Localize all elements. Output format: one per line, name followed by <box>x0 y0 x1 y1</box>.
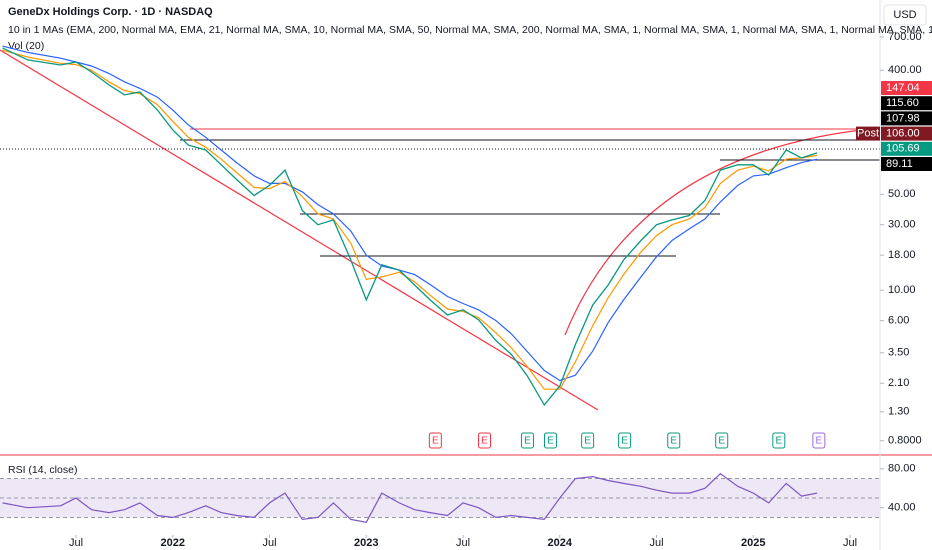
earnings-label: E <box>547 436 554 447</box>
rsi-title: RSI (14, close) <box>8 464 77 476</box>
earnings-label: E <box>432 436 439 447</box>
y-tick-label: 40.00 <box>888 502 916 514</box>
price-label-bg <box>881 157 932 171</box>
earnings-marker <box>812 432 826 449</box>
price-label-bg <box>881 141 932 156</box>
earnings-marker <box>581 432 595 449</box>
earnings-marker <box>428 432 442 449</box>
earnings-marker <box>667 432 681 449</box>
rsi-line <box>2 472 818 523</box>
price-label: 147.04 <box>886 82 920 94</box>
series-line <box>2 47 818 407</box>
earnings-marker <box>618 432 632 449</box>
y-tick-label: 80.00 <box>888 463 916 475</box>
trend-line <box>0 49 599 411</box>
series-line <box>2 45 818 382</box>
earnings-marker <box>543 432 557 449</box>
price-label: 89.11 <box>886 158 913 170</box>
x-tick-label: Jul <box>456 537 470 549</box>
earnings-label: E <box>718 436 725 447</box>
indicator-label: 10 in 1 MAs (EMA, 200, Normal MA, EMA, 2… <box>8 24 932 36</box>
y-tick-label: 2.10 <box>888 377 909 389</box>
earnings-label: E <box>584 436 591 447</box>
y-tick-label: 10.00 <box>888 284 916 296</box>
earnings-marker <box>520 432 534 449</box>
y-tick-label: 400.00 <box>888 64 922 76</box>
currency[interactable]: USD <box>893 9 916 21</box>
chart-title: GeneDx Holdings Corp. · 1D · NASDAQ <box>8 6 213 18</box>
price-label-bg <box>881 81 932 95</box>
price-label: 115.60 <box>886 97 919 109</box>
price-label-bg <box>881 111 932 126</box>
earnings-marker <box>772 432 786 449</box>
price-label: 106.00 <box>886 128 920 140</box>
earnings-label: E <box>524 436 531 447</box>
x-tick-label: Jul <box>649 537 663 549</box>
series-line <box>2 49 818 390</box>
earnings-marker <box>478 432 492 449</box>
y-tick-label: 18.00 <box>888 249 916 261</box>
y-tick-label: 1.30 <box>888 406 909 418</box>
price-label-bg <box>881 96 932 111</box>
price-tag: Post <box>857 128 879 140</box>
currency-button[interactable] <box>883 4 927 26</box>
earnings-label: E <box>816 436 823 447</box>
x-tick-label: 2025 <box>741 537 765 549</box>
volume-label: Vol (20) <box>8 40 44 52</box>
y-tick-label: 30.00 <box>888 219 916 231</box>
earnings-label: E <box>621 436 628 447</box>
y-tick-label: 50.00 <box>888 188 916 200</box>
y-tick-label: 6.00 <box>888 315 909 327</box>
price-label: 105.69 <box>886 143 920 155</box>
arc-line <box>564 127 881 336</box>
earnings-label: E <box>670 436 677 447</box>
earnings-label: E <box>775 436 782 447</box>
rsi-band <box>0 478 880 518</box>
x-tick-label: 2024 <box>548 537 573 549</box>
y-tick-label: 3.50 <box>888 347 909 359</box>
price-label: 107.98 <box>886 112 920 124</box>
earnings-marker <box>715 432 729 449</box>
y-tick-label: 700.00 <box>888 31 922 43</box>
y-tick-label: 0.8000 <box>888 435 922 447</box>
x-tick-label: Jul <box>263 537 277 549</box>
price-label-bg <box>881 126 932 141</box>
x-tick-label: 2023 <box>354 537 378 549</box>
x-tick-label: Jul <box>69 537 83 549</box>
earnings-label: E <box>481 436 488 447</box>
x-tick-label: 2022 <box>161 537 185 549</box>
x-tick-label: Jul <box>843 537 857 549</box>
price-tag-bg <box>856 126 880 141</box>
